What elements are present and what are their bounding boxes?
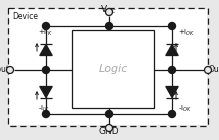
Bar — [72, 30, 154, 108]
Text: V$_{CC}$: V$_{CC}$ — [101, 4, 118, 17]
Text: Device: Device — [12, 12, 38, 21]
Circle shape — [42, 110, 49, 117]
Circle shape — [42, 23, 49, 30]
Polygon shape — [40, 87, 52, 98]
Circle shape — [106, 110, 113, 117]
Circle shape — [106, 124, 113, 131]
Circle shape — [42, 66, 49, 74]
Polygon shape — [166, 87, 178, 98]
Circle shape — [205, 66, 212, 74]
Text: Input: Input — [0, 66, 9, 74]
Text: GND: GND — [99, 127, 119, 136]
Text: Logic: Logic — [98, 64, 128, 74]
Circle shape — [7, 66, 14, 74]
Text: +I$_{IK}$: +I$_{IK}$ — [38, 28, 53, 38]
Circle shape — [168, 66, 175, 74]
Circle shape — [106, 9, 113, 16]
Bar — [9, 9, 207, 125]
Text: -I$_{IK}$: -I$_{IK}$ — [38, 104, 50, 114]
Text: Output: Output — [209, 66, 219, 74]
Polygon shape — [40, 45, 52, 56]
Text: +I$_{OK}$: +I$_{OK}$ — [178, 28, 195, 38]
Circle shape — [106, 23, 113, 30]
Circle shape — [168, 110, 175, 117]
Polygon shape — [166, 45, 178, 56]
Text: -I$_{OK}$: -I$_{OK}$ — [178, 104, 192, 114]
Circle shape — [168, 23, 175, 30]
